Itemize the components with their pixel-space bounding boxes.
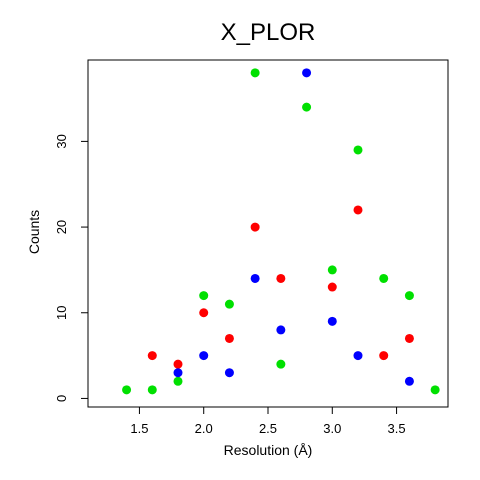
chart-title: X_PLOR	[221, 19, 316, 46]
scatter-point-series-2	[404, 333, 414, 343]
data-points	[122, 68, 440, 395]
scatter-point-series-2	[147, 351, 157, 361]
x-tick-label: 1.5	[130, 421, 148, 436]
scatter-point-series-1	[353, 145, 363, 155]
scatter-point-series-3	[327, 316, 337, 326]
scatter-point-series-1	[122, 385, 132, 395]
scatter-point-series-2	[224, 333, 234, 343]
scatter-point-series-2	[327, 282, 337, 292]
scatter-point-series-1	[404, 291, 414, 301]
x-axis: 1.5 2.0 2.5 3.0 3.5	[130, 407, 406, 436]
plot-frame	[87, 59, 449, 408]
scatter-point-series-3	[276, 325, 286, 335]
scatter-point-series-2	[353, 205, 363, 215]
y-axis: 0 10 20 30	[54, 134, 88, 402]
scatter-point-series-1	[430, 385, 440, 395]
scatter-point-series-3	[173, 368, 183, 378]
scatter-point-series-2	[173, 359, 183, 369]
scatter-point-series-3	[199, 351, 209, 361]
scatter-point-series-1	[327, 265, 337, 275]
x-tick-label: 3.5	[388, 421, 406, 436]
scatter-point-series-1	[302, 102, 312, 112]
scatter-point-series-1	[147, 385, 157, 395]
x-tick-label: 3.0	[323, 421, 341, 436]
x-axis-label: Resolution (Å)	[224, 442, 313, 458]
scatter-point-series-3	[302, 68, 312, 78]
scatter-point-series-3	[353, 351, 363, 361]
scatter-point-series-1	[250, 68, 260, 78]
scatter-point-series-1	[224, 299, 234, 309]
scatter-point-series-3	[224, 368, 234, 378]
scatter-point-series-1	[173, 376, 183, 386]
y-tick-label: 20	[54, 220, 69, 234]
scatter-point-series-1	[379, 273, 389, 283]
y-tick-label: 0	[54, 395, 69, 402]
x-tick-label: 2.0	[195, 421, 213, 436]
scatter-point-series-2	[379, 351, 389, 361]
scatter-point-series-2	[199, 308, 209, 318]
scatter-point-series-2	[276, 273, 286, 283]
scatter-point-series-1	[199, 291, 209, 301]
x-tick-label: 2.5	[259, 421, 277, 436]
scatter-point-series-3	[404, 376, 414, 386]
scatter-point-series-3	[250, 273, 260, 283]
scatter-point-series-1	[276, 359, 286, 369]
scatter-point-series-2	[250, 222, 260, 232]
y-tick-label: 10	[54, 306, 69, 320]
y-tick-label: 30	[54, 134, 69, 148]
y-axis-label: Counts	[26, 210, 42, 254]
